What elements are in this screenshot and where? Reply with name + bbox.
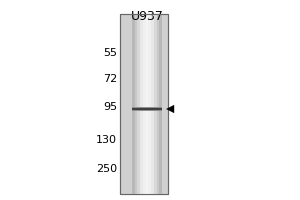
Text: U937: U937 (130, 10, 164, 23)
Bar (148, 14, 151, 194)
Bar (132, 108, 162, 109)
Bar (154, 14, 157, 194)
Text: 250: 250 (96, 164, 117, 174)
Text: 55: 55 (103, 48, 117, 58)
Bar (151, 14, 154, 194)
Text: 130: 130 (96, 135, 117, 145)
Bar (137, 14, 140, 194)
Bar (143, 14, 145, 194)
Polygon shape (167, 105, 174, 113)
Bar (146, 14, 148, 194)
Text: 95: 95 (103, 102, 117, 112)
Bar (140, 14, 143, 194)
Bar (159, 14, 162, 194)
Bar (132, 107, 162, 108)
Bar (132, 109, 162, 110)
Bar (132, 110, 162, 111)
Bar (120, 14, 168, 194)
Bar (157, 14, 159, 194)
Bar (120, 14, 168, 194)
Bar (132, 14, 135, 194)
Text: 72: 72 (103, 74, 117, 84)
Bar (135, 14, 137, 194)
